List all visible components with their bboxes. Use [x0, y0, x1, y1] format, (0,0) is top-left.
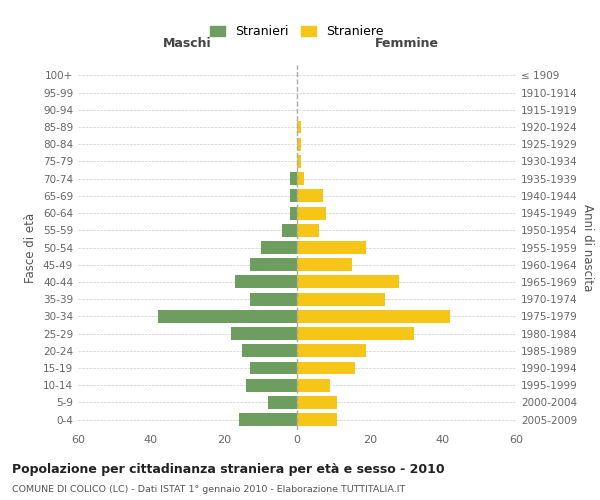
Bar — [268, 396, 297, 409]
Bar — [250, 362, 297, 374]
Bar — [297, 224, 319, 236]
Bar — [260, 241, 297, 254]
Bar — [297, 155, 301, 168]
Text: Maschi: Maschi — [163, 36, 212, 50]
Y-axis label: Anni di nascita: Anni di nascita — [581, 204, 594, 291]
Bar — [297, 362, 355, 374]
Bar — [297, 190, 323, 202]
Bar — [297, 120, 301, 134]
Bar — [246, 379, 297, 392]
Bar — [239, 413, 297, 426]
Bar — [297, 310, 450, 323]
Bar — [250, 292, 297, 306]
Bar — [283, 224, 297, 236]
Bar — [290, 172, 297, 185]
Bar — [297, 396, 337, 409]
Bar — [235, 276, 297, 288]
Y-axis label: Fasce di età: Fasce di età — [25, 212, 37, 282]
Bar — [250, 258, 297, 271]
Bar — [232, 327, 297, 340]
Text: Femmine: Femmine — [374, 36, 439, 50]
Bar — [297, 258, 352, 271]
Text: COMUNE DI COLICO (LC) - Dati ISTAT 1° gennaio 2010 - Elaborazione TUTTITALIA.IT: COMUNE DI COLICO (LC) - Dati ISTAT 1° ge… — [12, 485, 405, 494]
Bar — [297, 292, 385, 306]
Bar — [297, 138, 301, 150]
Text: Popolazione per cittadinanza straniera per età e sesso - 2010: Popolazione per cittadinanza straniera p… — [12, 462, 445, 475]
Bar — [297, 206, 326, 220]
Legend: Stranieri, Straniere: Stranieri, Straniere — [205, 20, 389, 43]
Bar — [290, 206, 297, 220]
Bar — [290, 190, 297, 202]
Bar — [297, 172, 304, 185]
Bar — [158, 310, 297, 323]
Bar — [297, 379, 330, 392]
Bar — [297, 344, 367, 358]
Bar — [242, 344, 297, 358]
Bar — [297, 413, 337, 426]
Bar — [297, 327, 414, 340]
Bar — [297, 276, 399, 288]
Bar — [297, 241, 367, 254]
